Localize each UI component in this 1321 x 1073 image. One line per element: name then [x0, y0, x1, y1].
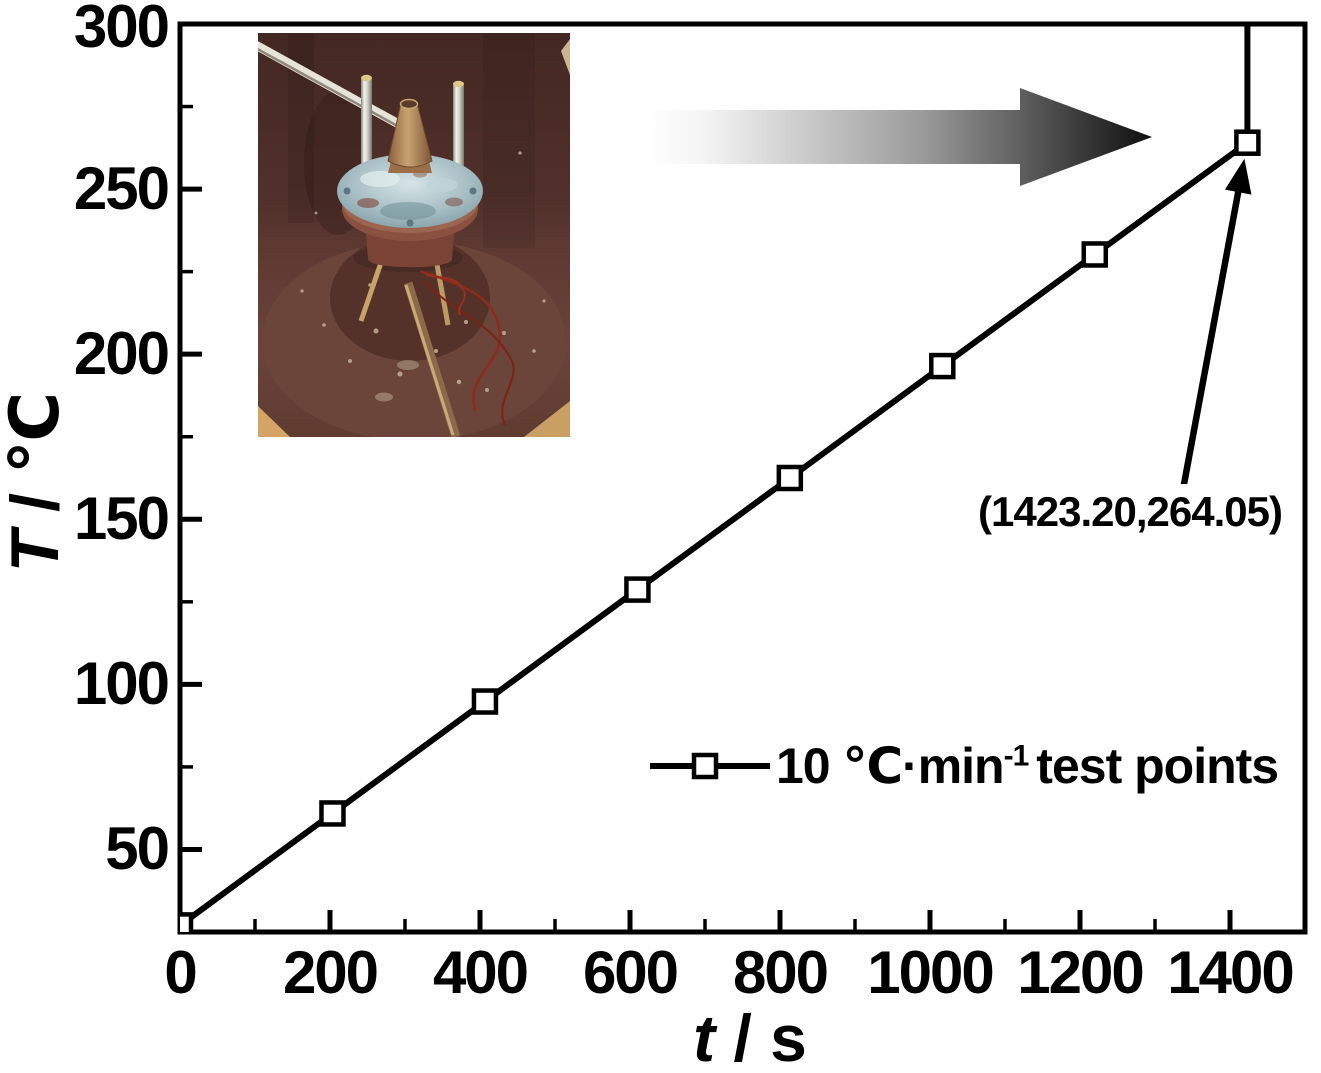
thermocouple-wires — [419, 269, 502, 412]
y-tick-label: 250 — [73, 155, 170, 223]
y-tick-label: 300 — [73, 0, 170, 60]
x-tick-label: 0 — [164, 939, 197, 1006]
x-tick-label: 800 — [732, 939, 829, 1006]
data-point-marker — [1081, 241, 1109, 268]
y-tick-label: 50 — [105, 815, 170, 883]
data-point-marker — [180, 912, 194, 932]
x-tick-label: 600 — [582, 939, 679, 1006]
annotation-label: (1423.20,264.05) — [958, 484, 1302, 540]
y-axis-unit: / ℃ — [0, 391, 73, 531]
x-tick-label: 1000 — [867, 939, 994, 1006]
legend-label-exponent: -1 — [1003, 739, 1030, 773]
x-tick-label: 1400 — [1167, 939, 1294, 1006]
annotation-arrow-shaft — [1178, 185, 1243, 496]
legend-marker — [691, 752, 719, 780]
barrel-rim-left — [258, 406, 290, 437]
axis-ticks — [177, 21, 1233, 930]
nozzle-cone-tip — [399, 98, 419, 110]
data-point-marker — [929, 352, 956, 380]
x-axis-symbol: t — [693, 1001, 716, 1073]
y-tick-label: 150 — [73, 485, 170, 553]
center-rod — [403, 281, 461, 437]
barrel-rim-right — [524, 401, 570, 437]
legend-label-rate: 10 ℃·min — [776, 738, 1005, 794]
flange-bolts — [343, 187, 477, 227]
x-axis-unit: / s — [715, 1001, 807, 1073]
data-point-marker — [1234, 129, 1261, 156]
x-tick-label: 1200 — [1017, 939, 1144, 1006]
inset-photo — [258, 33, 570, 437]
nozzle-cone — [387, 102, 433, 168]
plot-border — [177, 21, 1308, 935]
annotation-arrow-head — [1224, 158, 1252, 195]
annotation-arrow — [1178, 158, 1252, 496]
x-tick-label: 400 — [432, 939, 529, 1006]
y-axis-title: T / ℃ — [0, 332, 73, 632]
legend-label: 10 ℃·min-1 test points — [776, 737, 1279, 795]
series-line — [180, 140, 1250, 928]
data-point-marker — [624, 576, 651, 603]
data-point-marker — [471, 688, 499, 715]
heating-direction-arrow — [645, 88, 1152, 186]
x-tick-label: 200 — [282, 939, 379, 1006]
y-axis-symbol: T — [0, 530, 73, 573]
legend: 10 ℃·min-1 test points — [650, 737, 1279, 795]
y-tick-label: 200 — [73, 320, 170, 388]
legend-symbol — [650, 752, 770, 780]
legend-label-rest: test points — [1036, 738, 1279, 794]
data-point-marker — [776, 464, 804, 492]
data-series — [180, 24, 1261, 932]
y-tick-label: 100 — [73, 650, 170, 718]
data-point-marker — [319, 800, 346, 827]
x-axis-title: t / s — [600, 1003, 900, 1073]
support-rod — [258, 41, 407, 131]
